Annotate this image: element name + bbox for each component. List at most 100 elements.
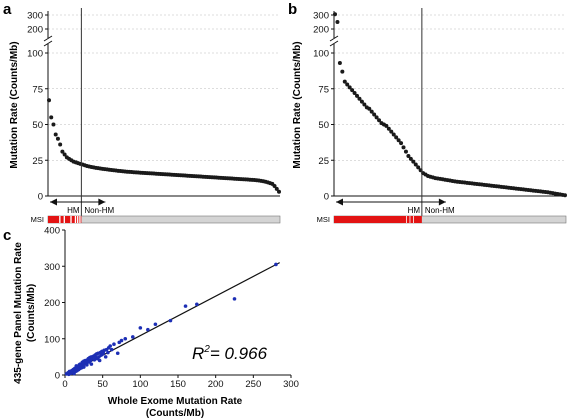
data-point — [55, 136, 60, 141]
y-tick-label: 0 — [55, 371, 60, 382]
data-point — [195, 302, 199, 307]
data-point — [386, 126, 391, 131]
data-point — [47, 98, 51, 103]
panel-b-points — [333, 12, 567, 198]
x-tick-label: 0 — [62, 379, 67, 390]
data-point — [374, 115, 379, 120]
data-point — [89, 362, 94, 366]
panel-a-msi-bar — [47, 215, 281, 224]
data-point — [101, 351, 106, 356]
y-tick-label: 100 — [313, 49, 329, 60]
r2-sup: 2 — [203, 344, 210, 355]
y-tick-label: 400 — [44, 226, 60, 237]
x-tick-label: 250 — [245, 379, 261, 390]
panel-b-y-axis-title: Mutation Rate (Counts/Mb) — [292, 41, 303, 168]
y-tick-label: 300 — [27, 11, 43, 22]
panel-b-hm-label: HM — [408, 206, 421, 215]
data-point — [112, 342, 116, 346]
y-tick-label: 0 — [324, 192, 329, 203]
panel-b-grid — [334, 14, 566, 197]
panel-b-non-hm-label: Non-HM — [425, 206, 455, 215]
y-tick-label: 75 — [32, 84, 43, 95]
panel-a-chart: 0 25 50 75 100 200 300 Mutation Rate (Counts/M… — [9, 8, 281, 224]
data-point — [350, 88, 355, 93]
panel-c-tick-labels: 0 50 100 150 200 250 300 0 100 200 300 400 — [44, 226, 299, 391]
r2-r: R — [192, 344, 204, 363]
data-point — [377, 118, 382, 123]
panel-b-tick-labels: 0 25 50 75 100 200 300 — [313, 11, 334, 203]
x-tick-label: 50 — [97, 379, 108, 390]
y-tick-label: 100 — [27, 49, 43, 60]
zone-arrow-right — [98, 198, 106, 206]
panel-c-r2-annotation: R2= 0.966 — [192, 344, 268, 363]
msi-gap — [406, 216, 407, 223]
data-point — [115, 351, 120, 356]
data-point — [359, 99, 364, 104]
msi-gap — [77, 216, 79, 223]
data-point — [333, 12, 337, 17]
y-tick-label: 50 — [32, 120, 43, 131]
data-point — [53, 132, 58, 137]
msi-gap — [79, 216, 81, 223]
data-point — [355, 93, 360, 98]
panel-b-chart: 0 25 50 75 100 200 300 Mutation Rate (Counts/M… — [292, 8, 567, 224]
msi-gap — [74, 216, 77, 223]
panel-a-tick-labels: 0 25 50 75 100 200 300 — [27, 11, 48, 203]
data-point — [60, 149, 65, 154]
msi-gap — [63, 216, 65, 223]
data-point — [384, 123, 389, 128]
y-tick-label: 100 — [44, 334, 60, 345]
zone-arrow-left — [336, 198, 343, 206]
data-point — [563, 193, 567, 198]
panel-c-points — [64, 262, 278, 377]
y-tick-label: 200 — [27, 25, 43, 36]
data-point — [168, 318, 173, 323]
y-tick-label: 300 — [313, 11, 329, 22]
data-point — [109, 347, 114, 352]
msi-gap — [413, 216, 414, 223]
panel-c-chart: 0 50 100 150 200 250 300 0 100 200 300 400 435-gene… — [13, 226, 299, 420]
data-point — [367, 106, 372, 111]
x-tick-label: 200 — [208, 379, 224, 390]
y-tick-label: 200 — [44, 298, 60, 309]
x-tick-label: 300 — [283, 379, 299, 390]
data-point — [58, 142, 63, 147]
data-point — [272, 183, 277, 188]
y-tick-label: 75 — [318, 84, 329, 95]
data-point — [335, 20, 340, 24]
data-point — [337, 61, 342, 66]
data-point — [232, 297, 237, 301]
zone-arrow-left — [50, 198, 57, 206]
data-point — [411, 159, 416, 164]
data-point — [396, 138, 401, 143]
data-point — [369, 109, 374, 114]
panel-b-letter: b — [288, 1, 297, 18]
data-point — [62, 152, 67, 157]
msi-gap — [59, 216, 61, 223]
data-point — [342, 79, 347, 84]
r2-value: = 0.966 — [210, 344, 268, 363]
data-point — [413, 162, 418, 167]
panel-a-letter: a — [3, 1, 12, 18]
panel-c-y-axis-title-line1: 435-gene Panel Mutation Rate — [13, 242, 24, 384]
data-point — [406, 153, 411, 158]
data-point — [82, 365, 86, 369]
msi-gap — [409, 216, 411, 223]
data-point — [347, 85, 352, 90]
data-point — [49, 115, 54, 120]
y-tick-label: 50 — [318, 120, 329, 131]
data-point — [153, 322, 158, 327]
data-point — [108, 344, 112, 348]
data-point — [277, 189, 281, 194]
panel-a-zone-arrows — [50, 198, 106, 206]
data-point — [146, 327, 150, 332]
panel-c-x-axis-title-line2: (Counts/Mb) — [146, 408, 204, 419]
panel-a-axis — [43, 11, 280, 197]
data-point — [123, 336, 128, 341]
panel-c-letter: c — [3, 227, 11, 244]
panel-a-msi-label: MSI — [31, 215, 44, 224]
panel-a-points — [47, 98, 281, 194]
data-point — [352, 91, 357, 96]
data-point — [103, 355, 108, 359]
